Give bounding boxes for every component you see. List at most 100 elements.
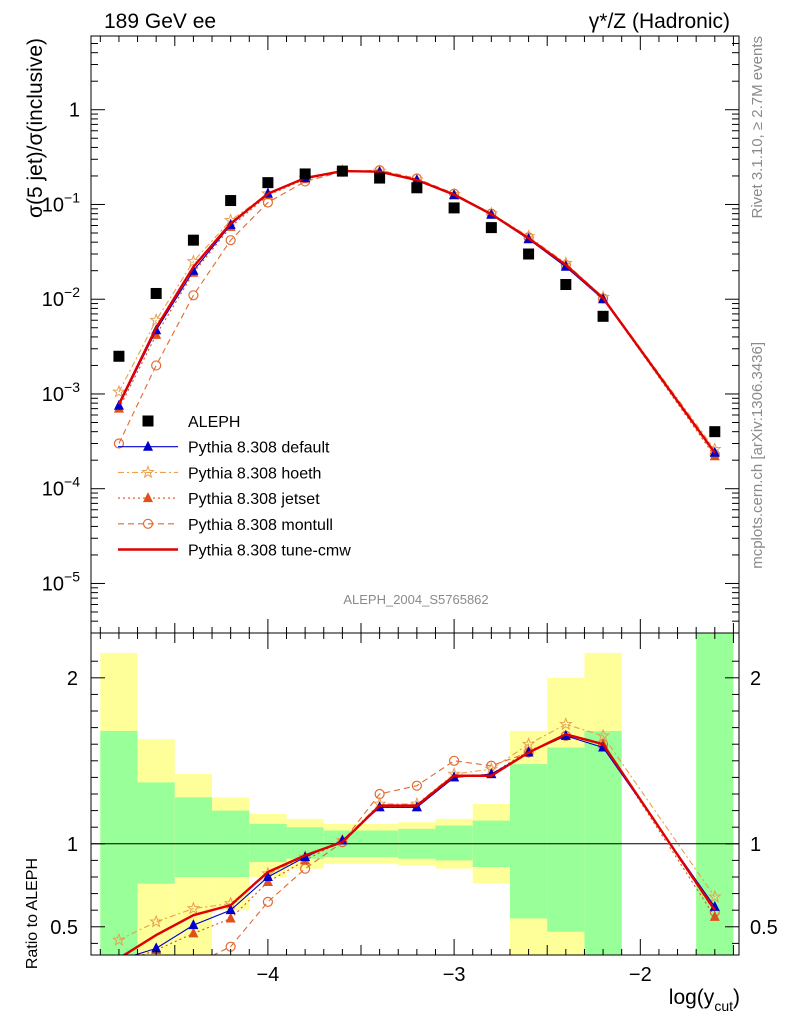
legend-marker [141,465,155,479]
main-point-aleph [597,310,609,322]
legend-label: ALEPH [188,414,240,431]
ratio-band-green [509,764,548,919]
x-axis-label: log(ycut) [669,986,740,1014]
ratio-series-clip [112,717,722,955]
ratio-y-tick-label-left: 0.5 [50,917,78,939]
ratio-point-pythia-8-308-montull [449,755,460,766]
ratio-point-pythia-8-308-default [225,904,236,915]
main-plot-panel: ALEPH_2004_S5765862 ALEPH Pythia 8.308 de… [24,35,740,634]
main-y-tick-label: 10−1 [42,189,80,216]
legend-label: Pythia 8.308 hoeth [188,465,321,482]
main-line-pythia-8-308-default [118,170,716,454]
ratio-band-green [249,823,287,863]
analysis-label: ALEPH_2004_S5765862 [343,592,488,607]
main-point-pythia-8-308-hoeth [149,313,164,327]
ratio-point-pythia-8-308-default [262,870,273,881]
main-y-tick-label: 10−4 [42,474,80,501]
ratio-axes: −4 −3 −2 2 2 1 1 0.5 0.5 [50,633,778,986]
main-point-aleph [299,168,311,180]
main-series-pythia-8-308-default [113,165,720,457]
legend-entry-aleph: ALEPH [142,414,240,431]
main-point-pythia-8-308-hoeth [186,254,201,268]
legend-marker [142,415,154,427]
ratio-y-tick-label-left: 2 [67,668,78,690]
main-point-aleph [411,182,423,194]
legend-label: Pythia 8.308 montull [188,517,333,534]
ratio-point-pythia-8-308-jetset [225,912,236,923]
legend-entry-pythia-8-308-default: Pythia 8.308 default [118,440,330,457]
ratio-band-green [137,782,175,884]
main-point-aleph [560,279,572,291]
main-y-tick-labels: 1 10−1 10−2 10−3 10−4 10−5 [42,100,80,596]
legend-entry-pythia-8-308-hoeth: Pythia 8.308 hoeth [118,465,321,482]
main-y-tick-label: 10−5 [42,568,80,595]
ratio-y-tick-label-right: 1 [750,834,761,856]
ratio-point-pythia-8-308-default [151,942,162,953]
main-line-pythia-8-308-hoeth [118,170,716,450]
legend-entry-pythia-8-308-jetset: Pythia 8.308 jetset [118,491,320,508]
legend: ALEPH Pythia 8.308 default Pythia 8.308 ho… [118,414,351,560]
main-series-aleph [113,165,721,438]
main-point-pythia-8-308-montull [113,438,125,449]
x-tick-label: −3 [443,964,466,986]
ratio-data-series [112,717,722,955]
main-point-aleph [225,195,237,207]
main-line-pythia-8-308-montull [118,169,716,455]
main-point-aleph [336,165,348,177]
main-point-aleph [113,350,125,362]
main-point-aleph [523,248,535,260]
ratio-line-pythia-8-308-tune-cmw [121,732,716,955]
main-point-pythia-8-308-montull [151,360,162,371]
main-point-aleph [709,426,721,438]
legend-marker [142,518,154,529]
ratio-point-pythia-8-308-jetset [709,910,720,921]
main-point-pythia-8-308-default [113,399,124,410]
main-series-pythia-8-308-hoeth [112,163,722,456]
main-point-aleph [374,172,386,184]
main-data-series [112,163,722,461]
main-point-pythia-8-308-montull [225,235,236,246]
main-series-pythia-8-308-tune-cmw [117,169,716,454]
ratio-y-axis-label: Ratio to ALEPH [24,858,41,969]
legend-label: Pythia 8.308 jetset [188,491,320,508]
ratio-y-tick-label-left: 1 [67,834,78,856]
ratio-point-pythia-8-308-montull [262,896,273,907]
ratio-point-pythia-8-308-hoeth [707,889,722,903]
ratio-point-pythia-8-308-montull [411,780,422,791]
ratio-point-pythia-8-308-jetset [188,927,199,938]
main-point-pythia-8-308-hoeth [112,384,126,398]
header-left-text: 189 GeV ee [104,10,216,33]
ratio-series-pythia-8-308-tune-cmw [121,732,716,955]
ratio-point-pythia-8-308-hoeth [186,901,201,915]
legend-marker [143,440,153,451]
header-right-text: γ*/Z (Hadronic) [589,10,730,33]
legend-entry-pythia-8-308-montull: Pythia 8.308 montull [118,517,333,534]
main-point-aleph [187,234,199,246]
main-axes [91,35,739,634]
main-y-axis-label: σ(5 jet)/σ(inclusive) [24,38,47,218]
ratio-point-pythia-8-308-hoeth [558,717,573,731]
ratio-band-green [100,730,138,955]
ratio-y-tick-label-right: 0.5 [750,917,778,939]
main-point-aleph [485,222,497,234]
ratio-point-pythia-8-308-default [188,919,199,930]
ratio-band-green [174,797,213,877]
ratio-plot-panel: −4 −3 −2 2 2 1 1 0.5 0.5 Ratio to ALEPH log(ycut… [24,632,778,1014]
main-point-pythia-8-308-montull [188,290,199,301]
x-tick-label: −2 [629,964,652,986]
main-point-aleph [262,177,274,189]
legend-marker [143,492,153,503]
mcplots-reference-text: mcplots.cern.ch [arXiv:1306.3436] [749,342,766,569]
ratio-band-green [435,825,473,861]
legend-label: Pythia 8.308 tune-cmw [188,543,351,560]
legend-entry-pythia-8-308-tune-cmw: Pythia 8.308 tune-cmw [118,543,351,560]
ratio-y-tick-label-right: 2 [750,668,761,690]
main-y-tick-label: 1 [69,100,80,122]
ratio-line-pythia-8-308-hoeth [118,723,716,941]
main-point-aleph [150,287,162,299]
main-y-tick-label: 10−3 [42,379,80,406]
ratio-band-green [584,730,622,955]
ratio-point-pythia-8-308-hoeth [112,932,126,946]
main-point-aleph [448,202,460,214]
